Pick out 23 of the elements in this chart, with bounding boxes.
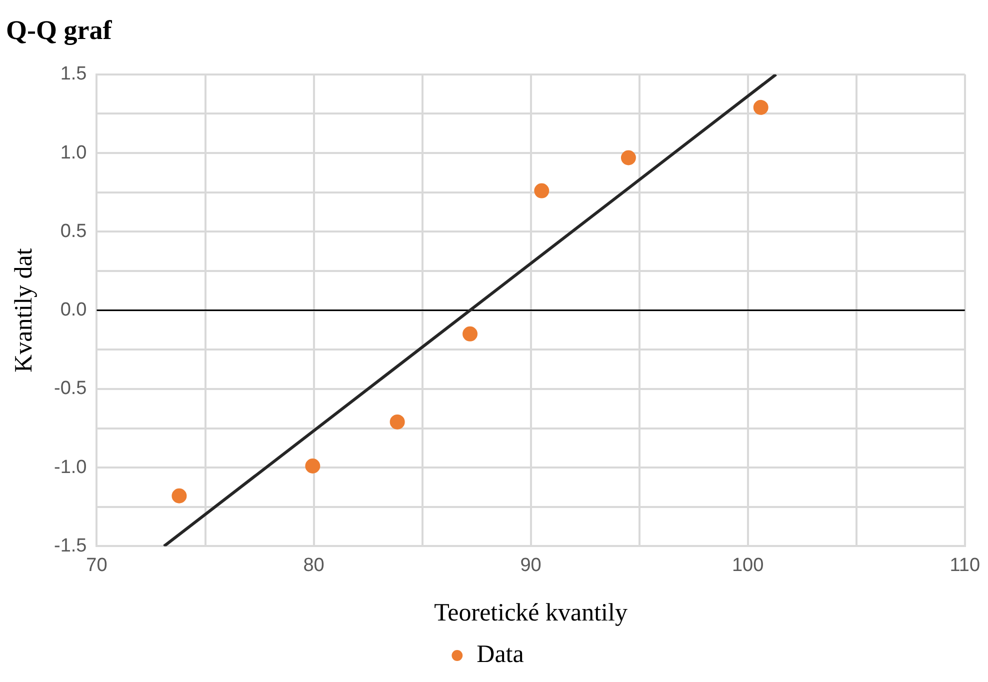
point bbox=[462, 326, 478, 342]
y-tick-label: 1.0 bbox=[60, 142, 87, 164]
x-tick-label: 70 bbox=[86, 554, 108, 576]
point bbox=[390, 414, 405, 430]
x-tick-label: 110 bbox=[950, 554, 980, 576]
y-tick-label: 0.5 bbox=[60, 220, 87, 242]
y-tick-label: -1.0 bbox=[54, 456, 87, 478]
y-tick-label: 0.0 bbox=[60, 300, 87, 321]
legend-label: Data bbox=[476, 641, 524, 668]
x-tick-label: 90 bbox=[520, 554, 542, 576]
x-tick-label: 100 bbox=[732, 554, 764, 576]
point bbox=[305, 458, 320, 474]
point bbox=[534, 183, 550, 198]
y-tick-label: 1.5 bbox=[60, 64, 87, 85]
x-tick-label: 80 bbox=[303, 554, 324, 576]
point bbox=[620, 150, 636, 166]
y-tick-label: -1.5 bbox=[54, 535, 87, 556]
y-tick-label: -0.5 bbox=[54, 378, 87, 400]
point bbox=[172, 488, 187, 504]
point bbox=[753, 100, 768, 115]
y-axis-title: Kvantily dat bbox=[10, 248, 38, 372]
chart-title: Q-Q graf bbox=[6, 15, 113, 46]
x-axis-title: Teoretické kvantily bbox=[434, 600, 628, 627]
